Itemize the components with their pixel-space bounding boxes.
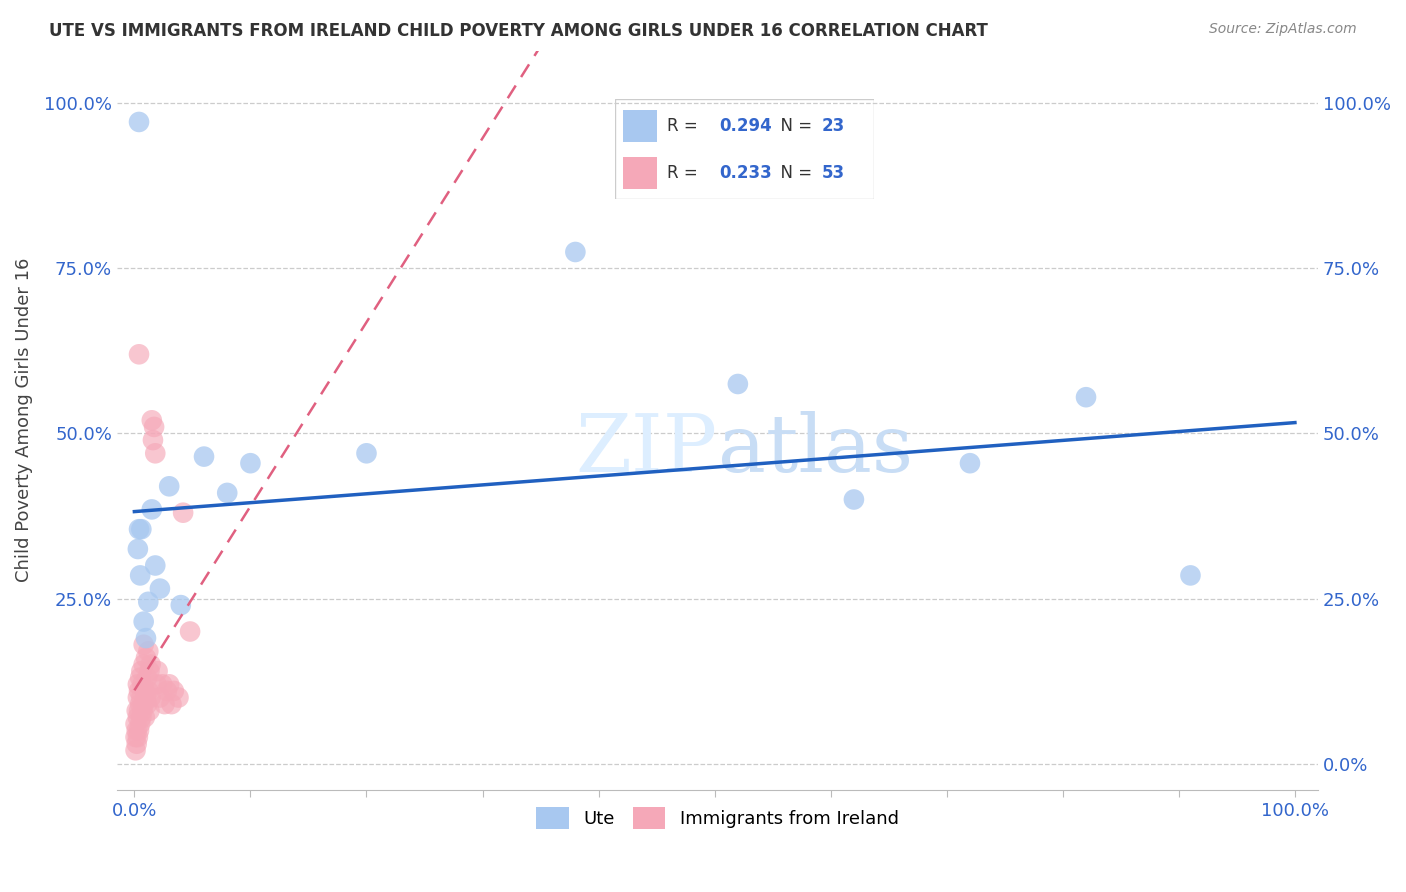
Point [149,582,172,596]
Point [124,743,146,757]
Point [193,450,215,464]
Point [128,684,150,698]
Point [129,671,152,685]
Point [127,730,149,744]
Point [146,664,169,678]
Point [128,347,150,361]
Point [143,420,166,434]
Point [143,446,166,460]
Point [135,651,157,665]
Point [141,502,163,516]
Point [129,568,152,582]
Point [128,115,150,129]
Point [125,723,148,738]
Point [1074,390,1097,404]
Point [135,690,157,705]
Point [124,730,146,744]
Point [127,710,149,724]
Point [136,644,159,658]
Point [134,710,156,724]
Text: UTE VS IMMIGRANTS FROM IRELAND CHILD POVERTY AMONG GIRLS UNDER 16 CORRELATION CH: UTE VS IMMIGRANTS FROM IRELAND CHILD POV… [49,22,988,40]
Point [163,684,186,698]
Point [131,522,153,536]
Point [131,664,153,678]
Text: ZIP: ZIP [575,411,717,489]
Point [179,624,201,639]
Point [136,671,159,685]
Legend: Ute, Immigrants from Ireland: Ute, Immigrants from Ireland [529,800,905,837]
Point [160,697,183,711]
Point [125,704,148,718]
Point [170,598,193,612]
Point [1180,568,1202,582]
Point [150,677,173,691]
Text: Source: ZipAtlas.com: Source: ZipAtlas.com [1209,22,1357,37]
Point [132,615,155,629]
Point [131,710,153,724]
Point [127,690,149,705]
Point [959,456,981,470]
Point [239,456,262,470]
Point [156,684,179,698]
Point [167,690,190,705]
Point [136,684,159,698]
Point [131,690,153,705]
Point [153,697,176,711]
Point [131,677,153,691]
Point [138,664,160,678]
Point [138,704,160,718]
Point [127,541,149,556]
Point [135,631,157,645]
Point [143,558,166,573]
Point [129,697,152,711]
Point [149,690,172,705]
Point [139,690,162,705]
Point [128,522,150,536]
Point [132,697,155,711]
Point [128,723,150,738]
Point [172,506,194,520]
Point [727,376,749,391]
Point [127,677,149,691]
Point [157,479,180,493]
Point [157,677,180,691]
Point [129,717,152,731]
Point [132,638,155,652]
Point [564,244,586,259]
Point [125,737,148,751]
Point [134,684,156,698]
Point [139,657,162,672]
Y-axis label: Child Poverty Among Girls Under 16: Child Poverty Among Girls Under 16 [15,258,32,582]
Point [142,433,165,447]
Text: atlas: atlas [717,411,912,489]
Point [124,717,146,731]
Point [128,704,150,718]
Point [141,413,163,427]
Point [356,446,378,460]
Point [136,595,159,609]
Point [145,677,167,691]
Point [131,704,153,718]
Point [217,486,239,500]
Point [136,697,159,711]
Point [132,657,155,672]
Point [842,492,865,507]
